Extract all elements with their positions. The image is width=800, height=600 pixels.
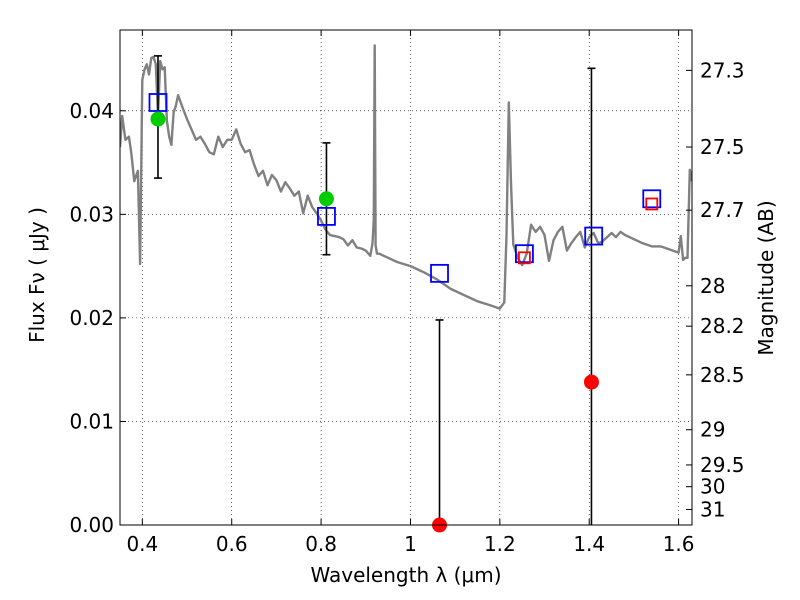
y2-tick-label: 28.2 [700, 314, 745, 338]
x-tick-label: 0.8 [305, 532, 337, 556]
y2-tick-label: 27.7 [700, 198, 745, 222]
x-tick-label: 1.2 [484, 532, 516, 556]
y-tick-label: 0.02 [69, 306, 114, 330]
x-tick-label: 1.4 [573, 532, 605, 556]
x-tick-label: 1 [404, 532, 417, 556]
y-axis-label: Flux Fν ( μJy ) [25, 207, 49, 343]
x-tick-label: 0.4 [126, 532, 158, 556]
y2-tick-label: 27.5 [700, 135, 745, 159]
plot-frame [119, 29, 693, 526]
y2-tick-label: 28 [700, 274, 725, 298]
photometry-point [150, 111, 166, 127]
y2-tick-label: 27.3 [700, 58, 745, 82]
markers [148, 93, 662, 533]
y-tick-label: 0.04 [69, 99, 114, 123]
model-square-marker [518, 251, 531, 265]
model-spectrum [120, 44, 692, 310]
model-square-marker [584, 226, 604, 246]
model-square-marker [515, 244, 534, 264]
y-tick-label: 0.00 [69, 513, 114, 537]
y-tick-label: 0.01 [69, 409, 114, 433]
y2-tick-label: 30 [700, 475, 725, 499]
y2-tick-label: 28.5 [700, 363, 745, 387]
y2-axis-label: Magnitude (AB) [754, 200, 778, 355]
model-square-marker [642, 189, 662, 209]
photometry-point [583, 374, 599, 390]
model-square-marker [645, 197, 659, 211]
spectrum-line [120, 44, 692, 310]
x-tick-label: 0.6 [216, 532, 248, 556]
y-tick-label: 0.03 [69, 202, 114, 226]
y2-tick-label: 29.5 [700, 453, 745, 477]
model-square-marker [430, 263, 449, 283]
x-tick-label: 1.6 [663, 532, 695, 556]
y2-tick-label: 29 [700, 418, 725, 442]
y2-tick-label: 31 [700, 497, 725, 521]
grid [120, 30, 692, 526]
x-axis-label: Wavelength λ (μm) [310, 563, 501, 587]
model-square-marker [317, 207, 336, 226]
ticks: 0.4 0.6 0.8 1 1.2 1.4 1.6 0.00 0.01 0.02 0.03 0.04 2… [69, 30, 745, 556]
model-square-marker [148, 93, 168, 112]
photometry-point [318, 191, 334, 207]
